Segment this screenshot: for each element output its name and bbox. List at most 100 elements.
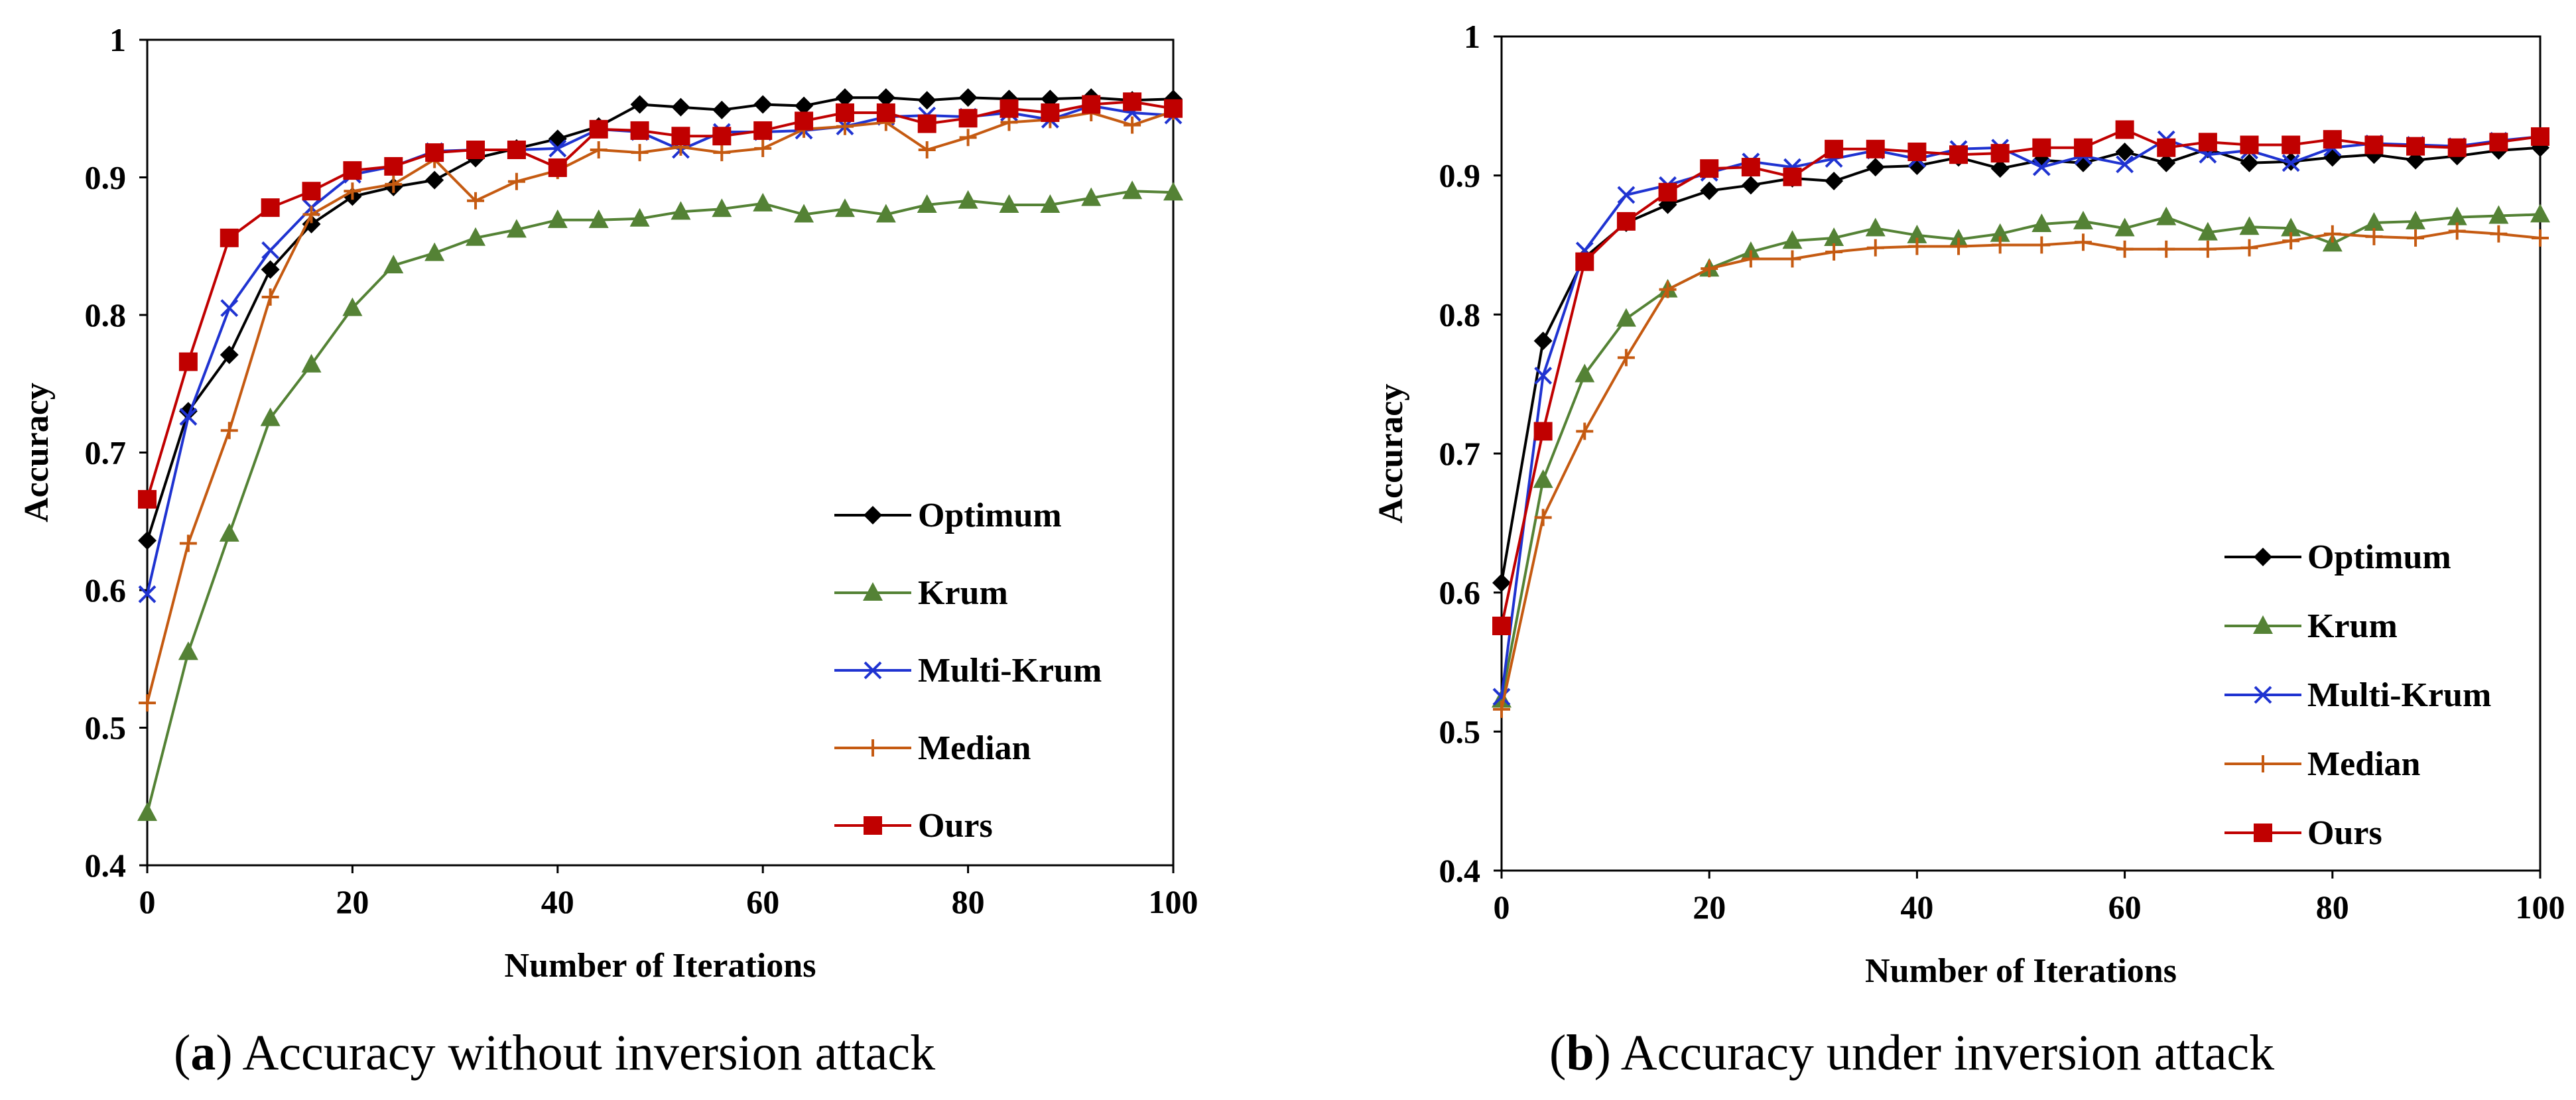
point-a-optimum-12 (630, 95, 649, 114)
point-a-krum-9 (506, 219, 527, 238)
point-b-krum-1 (1533, 469, 1553, 488)
legend-item-a-optimum: Optimum (834, 497, 1062, 534)
point-a-ours-8 (466, 141, 485, 159)
point-a-krum-7 (424, 242, 445, 261)
point-a-median-19 (918, 141, 936, 158)
chart-b: 0.4 0.5 0.6 0.7 0.8 0.9 1 0 20 40 60 80 100 Number of… (1372, 18, 2565, 990)
y-tick-label-b-3: 0.7 (1439, 435, 1481, 472)
point-a-optimum-20 (958, 88, 978, 107)
point-b-ours-23 (2447, 138, 2467, 157)
point-b-optimum-12 (1990, 159, 2010, 178)
point-a-multi-krum-1-stroke-2 (179, 408, 198, 426)
series-line-b-optimum (1500, 146, 2541, 583)
point-b-krum-9 (1865, 217, 1886, 237)
point-b-median-18 (2240, 239, 2258, 257)
point-a-ours-21 (999, 99, 1019, 118)
point-a-krum-5 (342, 297, 363, 316)
point-a-multi-krum-3 (261, 241, 280, 259)
point-b-median-22 (2407, 229, 2425, 247)
point-b-median-24 (2490, 225, 2508, 243)
point-b-ours-0 (1492, 616, 1511, 635)
legend-marker-a-multi-krum-stroke-2 (864, 661, 882, 680)
x-tick-label-a-3: 60 (746, 883, 779, 920)
point-b-median-1 (1534, 509, 1552, 526)
point-a-krum-6 (383, 255, 404, 274)
x-tick-label-a-5: 100 (1149, 883, 1198, 920)
point-b-median-12 (1991, 236, 2009, 254)
y-tick-label-a-4: 0.8 (85, 296, 127, 334)
point-b-optimum-1 (1533, 332, 1553, 351)
series-line-a-ours (146, 100, 1174, 500)
series-b-ours (1492, 120, 2549, 635)
y-tick-label-a-6: 1 (109, 21, 126, 58)
point-a-median-24 (1124, 116, 1141, 134)
x-tick-label-a-1: 20 (336, 883, 369, 920)
point-a-ours-12 (630, 121, 649, 140)
point-a-optimum-19 (917, 91, 936, 110)
point-b-ours-12 (1990, 144, 2010, 163)
y-tick-label-b-0: 0.4 (1439, 852, 1481, 889)
point-b-median-3 (1617, 349, 1635, 367)
point-a-ours-13 (671, 127, 690, 146)
point-a-ours-19 (917, 114, 936, 133)
series-line-a-median (146, 110, 1174, 703)
point-a-krum-1 (178, 641, 198, 660)
point-a-median-12 (631, 144, 649, 162)
point-a-median-3 (261, 288, 279, 306)
point-a-median-4 (302, 206, 320, 223)
point-a-median-14 (713, 144, 731, 162)
caption-a-text: Accuracy without inversion attack (242, 1025, 936, 1081)
point-b-multi-krum-0 (1492, 688, 1511, 706)
point-b-krum-25 (2530, 204, 2550, 223)
legend-marker-a-median (864, 739, 881, 757)
point-a-krum-8 (466, 227, 486, 246)
point-a-ours-15 (753, 121, 773, 140)
point-a-optimum-0 (138, 531, 157, 550)
point-a-ours-4 (302, 182, 321, 201)
series-line-a-krum (146, 190, 1174, 814)
point-b-krum-22 (2406, 210, 2426, 229)
point-b-multi-krum-15 (2116, 155, 2134, 174)
point-b-krum-18 (2239, 216, 2260, 235)
legend-label-a-median: Median (918, 729, 1031, 767)
series-a-optimum (138, 88, 1183, 550)
point-b-median-21 (2365, 227, 2383, 245)
point-b-ours-2 (1575, 252, 1594, 271)
legend-marker-b-multi-krum (2254, 686, 2272, 704)
point-b-ours-18 (2240, 135, 2259, 154)
caption-b: (b) Accuracy under inversion attack (1549, 1025, 2275, 1081)
point-a-multi-krum-2 (220, 299, 239, 318)
point-b-ours-20 (2323, 130, 2342, 149)
point-a-ours-10 (548, 158, 567, 177)
x-tick-label-b-0: 0 (1494, 888, 1510, 926)
point-b-multi-krum-13 (2032, 158, 2051, 176)
series-a-ours (138, 92, 1183, 509)
legend-marker-b-ours (2254, 824, 2272, 842)
legend-marker-a-multi-krum (864, 661, 882, 680)
point-b-multi-krum-3-stroke-2 (1617, 186, 1636, 204)
point-b-ours-5 (1700, 159, 1719, 178)
y-tick-label-b-4: 0.8 (1439, 296, 1481, 333)
x-tick-label-a-0: 0 (139, 883, 156, 920)
point-a-median-6 (385, 175, 403, 193)
point-a-median-5 (344, 182, 361, 200)
y-tick-label-a-1: 0.5 (85, 709, 127, 747)
legend-marker-a-krum (863, 582, 883, 601)
point-b-optimum-6 (1741, 176, 1760, 195)
point-b-median-0 (1493, 700, 1510, 718)
x-tick-label-a-2: 40 (541, 883, 574, 920)
point-a-krum-12 (629, 208, 650, 227)
legend-item-b-optimum: Optimum (2224, 538, 2451, 576)
point-b-multi-krum-1-stroke-2 (1534, 367, 1553, 385)
point-b-krum-3 (1616, 308, 1636, 327)
legend-marker-a-optimum (864, 506, 882, 524)
point-a-ours-22 (1041, 103, 1060, 122)
point-a-ours-7 (425, 143, 444, 162)
point-a-krum-17 (834, 198, 855, 217)
point-a-optimum-2 (220, 345, 239, 365)
legend-item-a-median: Median (834, 729, 1031, 767)
point-b-multi-krum-13-stroke-2 (2032, 158, 2051, 176)
point-a-optimum-7 (425, 170, 444, 190)
point-b-ours-25 (2531, 127, 2549, 146)
legend-label-b-krum: Krum (2307, 607, 2398, 645)
